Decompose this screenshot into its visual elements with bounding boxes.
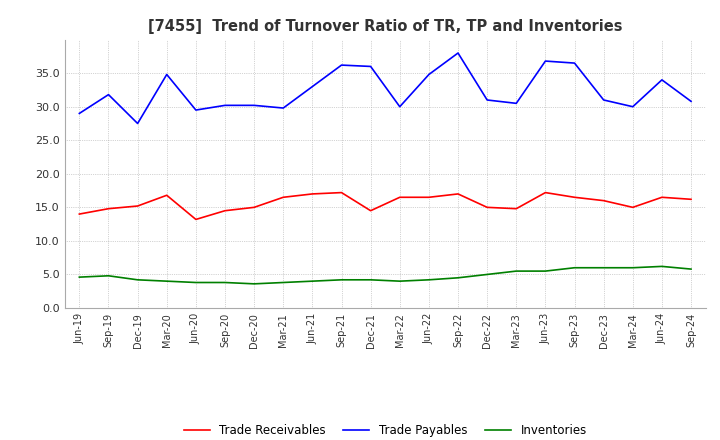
- Trade Payables: [104, 92, 113, 97]
- Trade Payables: [395, 104, 404, 109]
- Trade Receivables: [104, 206, 113, 211]
- Trade Receivables: [366, 208, 375, 213]
- Trade Payables: [279, 106, 287, 111]
- Trade Payables: [599, 97, 608, 103]
- Inventories: [599, 265, 608, 270]
- Trade Payables: [541, 59, 550, 64]
- Trade Receivables: [512, 206, 521, 211]
- Trade Payables: [192, 107, 200, 113]
- Inventories: [657, 264, 666, 269]
- Trade Payables: [250, 103, 258, 108]
- Trade Receivables: [629, 205, 637, 210]
- Inventories: [163, 279, 171, 284]
- Trade Receivables: [75, 211, 84, 216]
- Trade Payables: [308, 84, 317, 89]
- Inventories: [133, 277, 142, 282]
- Inventories: [483, 272, 492, 277]
- Inventories: [425, 277, 433, 282]
- Inventories: [308, 279, 317, 284]
- Inventories: [192, 280, 200, 285]
- Trade Payables: [220, 103, 229, 108]
- Trade Receivables: [337, 190, 346, 195]
- Trade Payables: [483, 97, 492, 103]
- Trade Receivables: [133, 203, 142, 209]
- Inventories: [279, 280, 287, 285]
- Trade Payables: [75, 111, 84, 116]
- Inventories: [454, 275, 462, 280]
- Trade Receivables: [163, 193, 171, 198]
- Trade Payables: [657, 77, 666, 82]
- Trade Payables: [425, 72, 433, 77]
- Trade Payables: [512, 101, 521, 106]
- Trade Receivables: [220, 208, 229, 213]
- Trade Receivables: [250, 205, 258, 210]
- Trade Receivables: [570, 194, 579, 200]
- Trade Receivables: [599, 198, 608, 203]
- Trade Payables: [337, 62, 346, 68]
- Inventories: [220, 280, 229, 285]
- Line: Trade Payables: Trade Payables: [79, 53, 691, 124]
- Trade Payables: [366, 64, 375, 69]
- Trade Receivables: [192, 217, 200, 222]
- Inventories: [337, 277, 346, 282]
- Trade Receivables: [657, 194, 666, 200]
- Inventories: [570, 265, 579, 270]
- Inventories: [366, 277, 375, 282]
- Trade Payables: [629, 104, 637, 109]
- Trade Receivables: [687, 197, 696, 202]
- Title: [7455]  Trend of Turnover Ratio of TR, TP and Inventories: [7455] Trend of Turnover Ratio of TR, TP…: [148, 19, 623, 34]
- Trade Payables: [687, 99, 696, 104]
- Inventories: [395, 279, 404, 284]
- Trade Payables: [163, 72, 171, 77]
- Trade Receivables: [395, 194, 404, 200]
- Legend: Trade Receivables, Trade Payables, Inventories: Trade Receivables, Trade Payables, Inven…: [179, 419, 591, 440]
- Trade Receivables: [483, 205, 492, 210]
- Trade Receivables: [454, 191, 462, 197]
- Trade Payables: [570, 60, 579, 66]
- Trade Payables: [454, 50, 462, 55]
- Inventories: [75, 275, 84, 280]
- Line: Inventories: Inventories: [79, 266, 691, 284]
- Trade Receivables: [541, 190, 550, 195]
- Trade Payables: [133, 121, 142, 126]
- Inventories: [541, 268, 550, 274]
- Inventories: [512, 268, 521, 274]
- Trade Receivables: [279, 194, 287, 200]
- Line: Trade Receivables: Trade Receivables: [79, 193, 691, 220]
- Inventories: [104, 273, 113, 279]
- Trade Receivables: [308, 191, 317, 197]
- Inventories: [250, 281, 258, 286]
- Inventories: [687, 267, 696, 272]
- Inventories: [629, 265, 637, 270]
- Trade Receivables: [425, 194, 433, 200]
